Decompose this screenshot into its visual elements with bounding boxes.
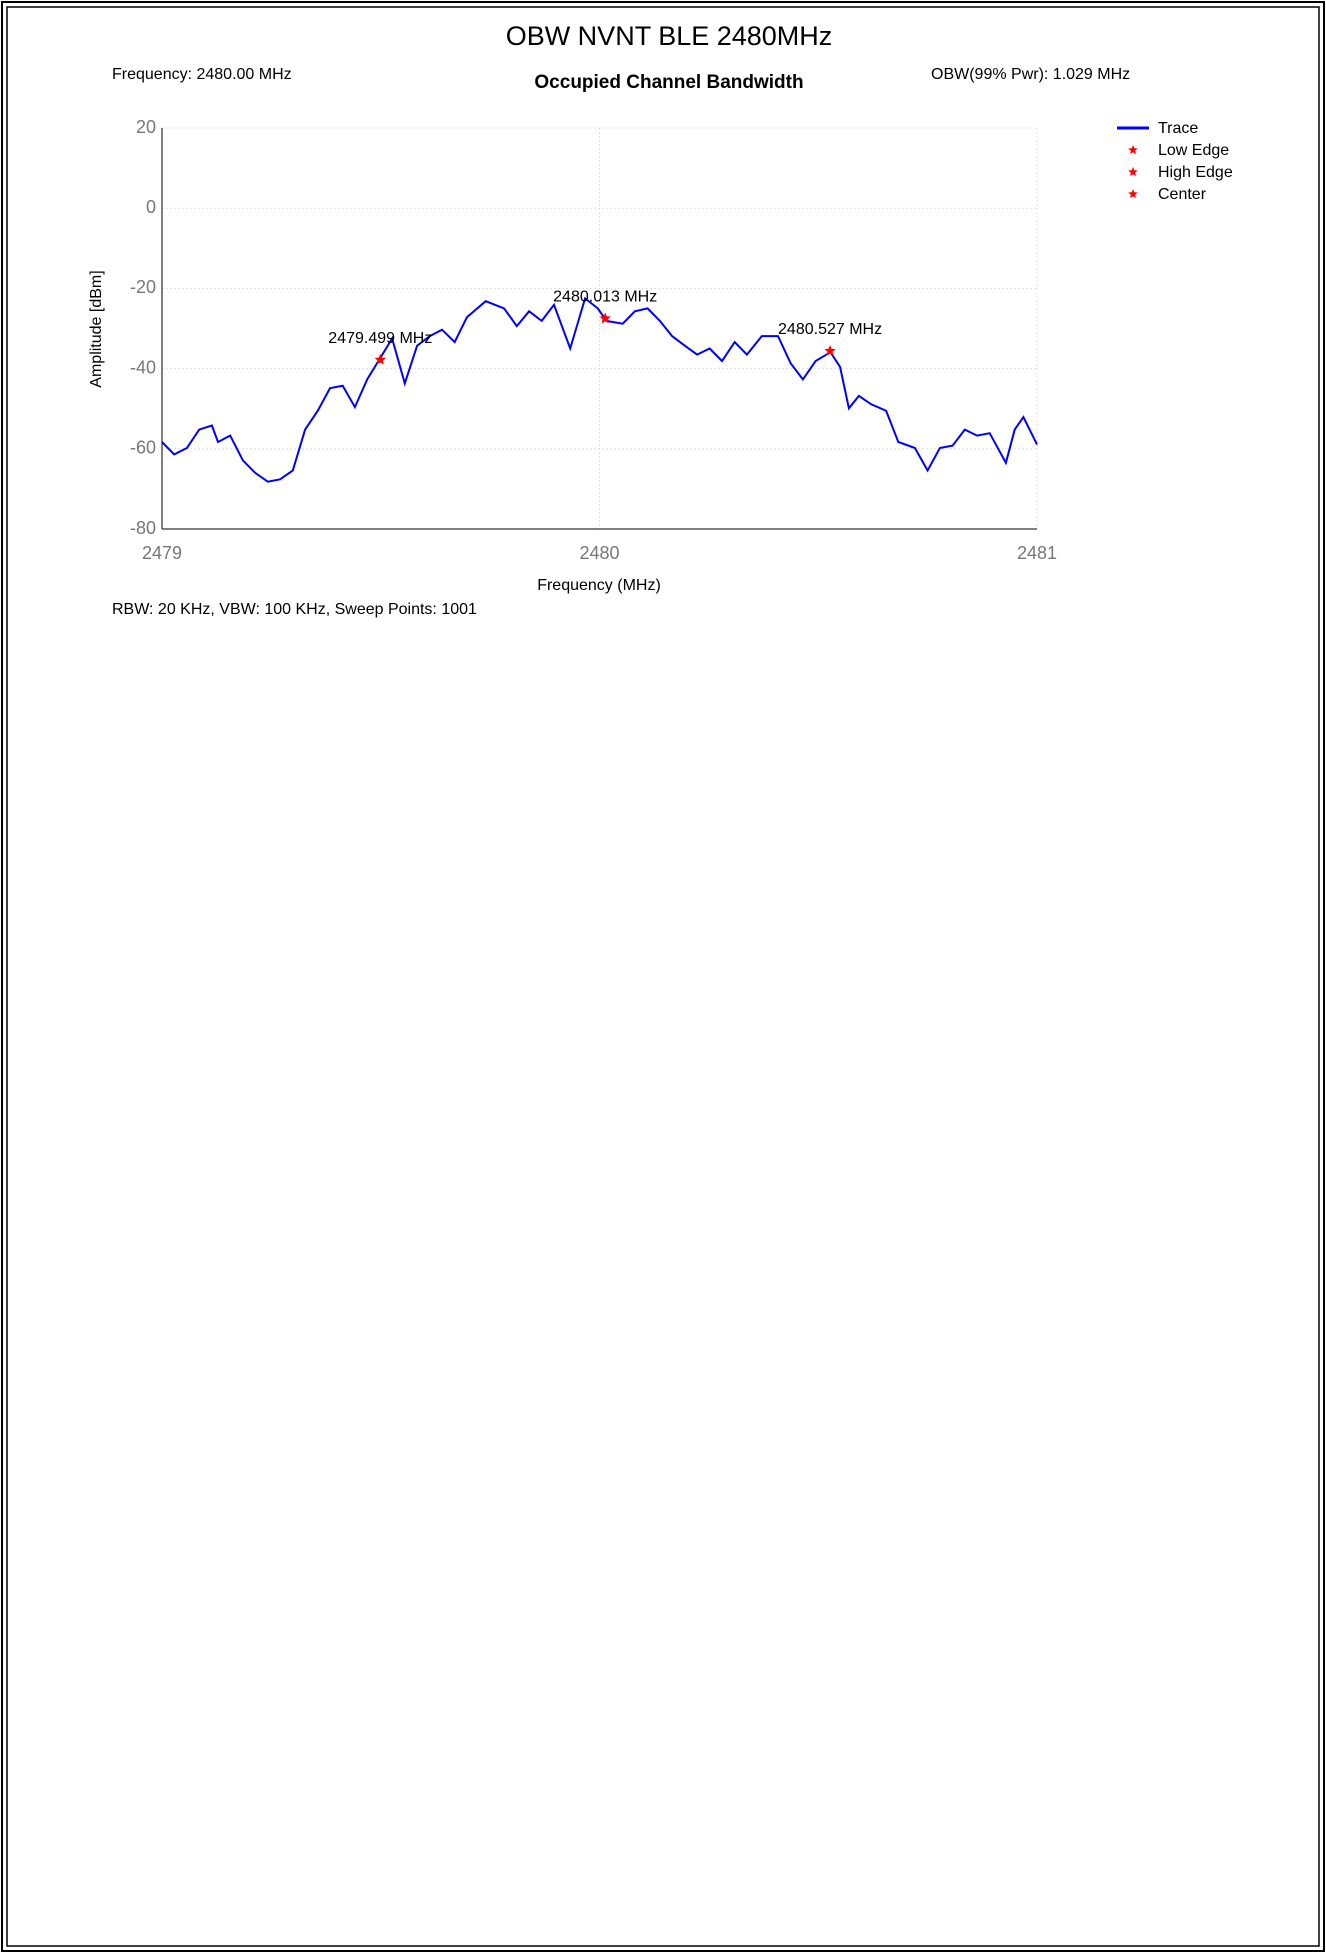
x-tick-label: 2481	[1017, 543, 1057, 563]
marker-label: 2479.499 MHz	[328, 330, 432, 347]
x-tick-label: 2479	[142, 543, 182, 563]
legend-label: Center	[1158, 186, 1207, 203]
info-left: Frequency: 2480.00 MHz	[112, 66, 292, 83]
legend-label: Trace	[1158, 120, 1198, 137]
x-tick-label: 2480	[579, 543, 619, 563]
page-frame-inner	[6, 6, 1320, 1947]
edge-marker	[824, 345, 836, 356]
trace-line	[161, 296, 1038, 483]
marker-label: 2480.527 MHz	[778, 321, 882, 338]
legend-marker	[1128, 167, 1138, 176]
legend-label: Low Edge	[1158, 142, 1229, 159]
y-tick-label: -60	[130, 438, 156, 458]
y-axis-label: Amplitude [dBm]	[88, 270, 105, 387]
x-axis-label: Frequency (MHz)	[537, 577, 661, 594]
legend-marker	[1128, 145, 1138, 154]
y-tick-label: -80	[130, 518, 156, 538]
info-right: OBW(99% Pwr): 1.029 MHz	[931, 66, 1130, 83]
y-tick-label: 20	[136, 117, 156, 137]
edge-marker	[374, 353, 386, 365]
marker-label: 2480.013 MHz	[553, 289, 657, 306]
chart-title: Occupied Channel Bandwidth	[534, 72, 803, 93]
y-tick-label: -40	[130, 357, 156, 377]
y-tick-label: -20	[130, 277, 156, 297]
footer-note: RBW: 20 KHz, VBW: 100 KHz, Sweep Points:…	[112, 601, 477, 618]
edge-marker	[599, 312, 611, 324]
y-tick-label: 0	[146, 197, 156, 217]
page-title: OBW NVNT BLE 2480MHz	[506, 21, 833, 51]
legend-label: High Edge	[1158, 164, 1233, 181]
legend-marker	[1128, 189, 1138, 198]
